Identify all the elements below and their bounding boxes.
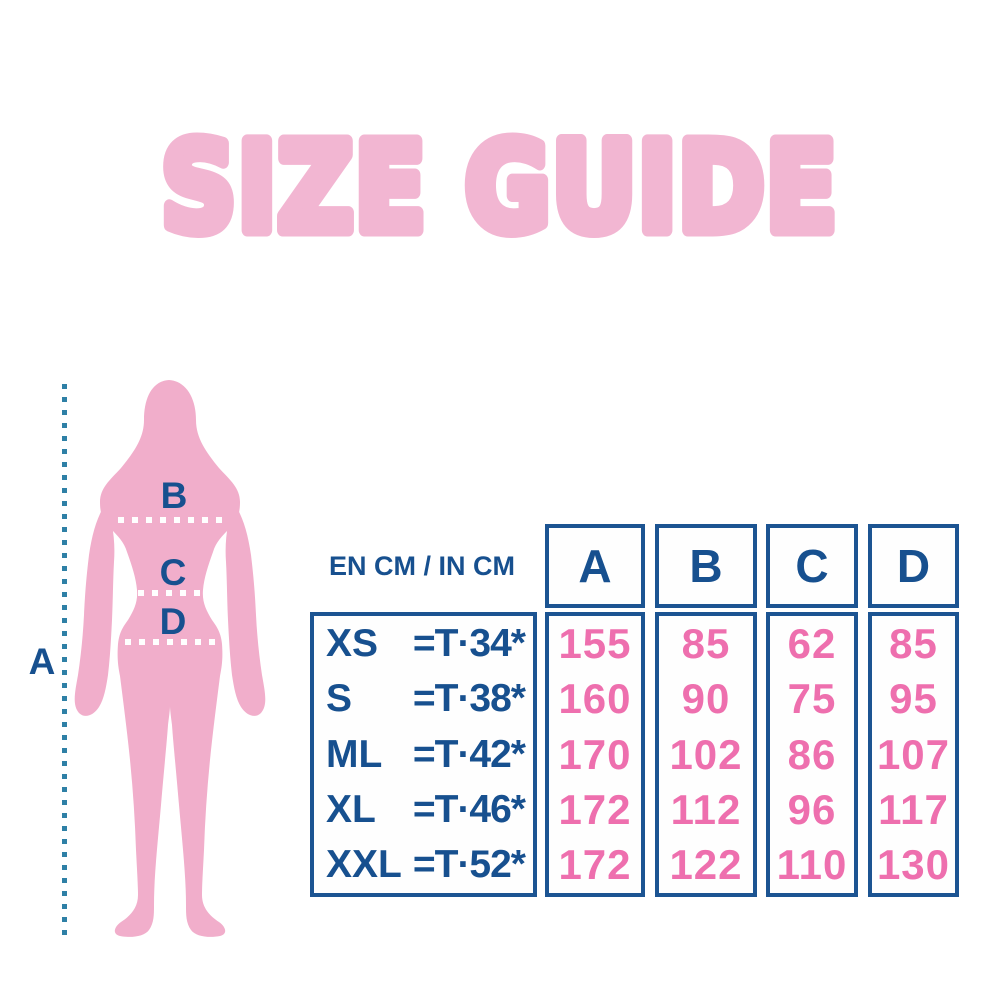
table-row: XL =T·46* bbox=[314, 782, 533, 837]
column-header-a: A bbox=[545, 524, 645, 608]
size-equivalent: =T·42* bbox=[412, 732, 526, 776]
table-cell: 130 bbox=[876, 841, 951, 889]
table-cell: 172 bbox=[558, 785, 632, 833]
page-title: SIZE GUIDE bbox=[161, 117, 838, 259]
table-row: XXL =T·52* bbox=[314, 838, 533, 893]
size-name: XXL bbox=[326, 843, 402, 887]
size-name: S bbox=[326, 677, 353, 721]
table-cell: 110 bbox=[776, 841, 848, 889]
silhouette-left-arm bbox=[74, 506, 115, 716]
measure-label-d: D bbox=[159, 601, 187, 642]
table-row: ML =T·42* bbox=[314, 727, 533, 782]
value-column-d: 85 95 107 117 130 bbox=[868, 612, 959, 897]
table-cell: 75 bbox=[787, 675, 837, 723]
table-cell: 160 bbox=[558, 675, 632, 723]
table-cell: 122 bbox=[669, 841, 743, 889]
measure-label-c: C bbox=[159, 552, 187, 593]
silhouette-right-arm bbox=[225, 506, 266, 716]
size-equivalent: =T·52* bbox=[412, 843, 526, 887]
size-equivalent: =T·46* bbox=[412, 787, 526, 831]
table-cell: 170 bbox=[558, 730, 632, 778]
table-cell: 85 bbox=[681, 619, 731, 667]
table-cell: 95 bbox=[889, 675, 938, 723]
size-name: ML bbox=[326, 732, 383, 776]
measure-label-a: A bbox=[28, 641, 56, 682]
measure-label-b: B bbox=[160, 475, 188, 516]
table-cell: 117 bbox=[878, 785, 949, 833]
page-title-art: SIZE GUIDE bbox=[155, 111, 843, 263]
silhouette-body bbox=[100, 380, 240, 937]
size-name: XS bbox=[326, 621, 379, 665]
table-cell: 96 bbox=[787, 785, 837, 833]
table-cell: 86 bbox=[787, 730, 837, 778]
size-equivalent: =T·34* bbox=[412, 621, 526, 665]
table-cell: 85 bbox=[889, 619, 938, 667]
table-row: S =T·38* bbox=[314, 671, 533, 726]
table-cell: 107 bbox=[876, 730, 951, 778]
table-cell: 155 bbox=[558, 619, 632, 667]
table-cell: 90 bbox=[681, 675, 731, 723]
table-cell: 62 bbox=[787, 619, 837, 667]
value-column-c: 62 75 86 96 110 bbox=[766, 612, 858, 897]
size-equivalent: =T·38* bbox=[412, 677, 526, 721]
value-column-a: 155 160 170 172 172 bbox=[545, 612, 645, 897]
column-header-d: D bbox=[868, 524, 959, 608]
table-cell: 102 bbox=[669, 730, 743, 778]
column-header-c: C bbox=[766, 524, 858, 608]
column-header-b: B bbox=[655, 524, 757, 608]
table-row: XS =T·34* bbox=[314, 616, 533, 671]
female-silhouette bbox=[74, 380, 266, 937]
height-measure-line bbox=[62, 384, 67, 937]
unit-header: EN CM / IN CM bbox=[329, 551, 515, 581]
table-cell: 172 bbox=[558, 841, 632, 889]
size-name: XL bbox=[326, 787, 376, 831]
value-column-b: 85 90 102 112 122 bbox=[655, 612, 757, 897]
size-label-column: XS =T·34* S =T·38* ML =T·42* XL =T·46* X… bbox=[310, 612, 537, 897]
table-cell: 112 bbox=[670, 785, 742, 833]
